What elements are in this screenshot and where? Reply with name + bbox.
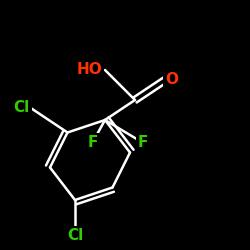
Text: Cl: Cl xyxy=(14,100,30,115)
Text: Cl: Cl xyxy=(67,228,83,242)
Text: HO: HO xyxy=(77,62,102,78)
Text: O: O xyxy=(165,72,178,88)
Text: F: F xyxy=(137,135,148,150)
Text: F: F xyxy=(87,135,98,150)
